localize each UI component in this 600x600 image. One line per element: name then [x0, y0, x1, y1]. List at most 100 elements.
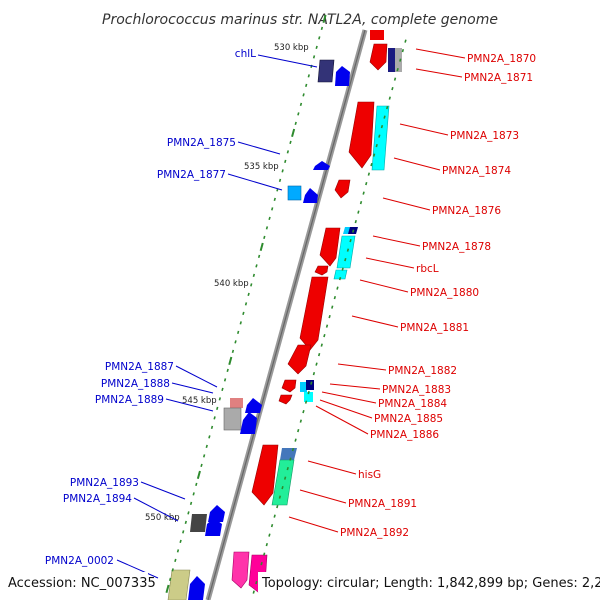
scale-tick [281, 485, 284, 490]
scale-tick [302, 409, 305, 414]
scale-tick [351, 229, 355, 233]
gene-label-pmn2a-1893: PMN2A_1893 [70, 477, 139, 489]
scale-tick [322, 14, 327, 23]
scale-tick [310, 381, 313, 385]
scale-tick [380, 124, 384, 129]
gene-label-pmn2a-1892: PMN2A_1892 [340, 527, 409, 539]
scale-tick [228, 356, 233, 365]
scale-tick [289, 140, 292, 145]
scale-tick [307, 390, 310, 395]
scale-tick [192, 492, 195, 496]
scale-tick [265, 542, 268, 547]
scale-tick [323, 333, 326, 338]
scale-tick [354, 219, 357, 224]
scale-tick [236, 330, 240, 335]
scale-tick [213, 416, 216, 420]
gene-label-pmn2a-1886: PMN2A_1886 [370, 429, 439, 441]
scale-tick [257, 254, 261, 259]
scale-tick [176, 549, 180, 553]
scale-tick [263, 235, 266, 240]
gene-block [230, 398, 243, 408]
gene-block [317, 59, 335, 83]
gene-label-pmn2a-1881: PMN2A_1881 [400, 322, 469, 334]
scale-tick [278, 495, 282, 499]
gene-label-pmn2a-1884: PMN2A_1884 [378, 398, 447, 410]
scale-tick [263, 552, 266, 556]
scale-tick [391, 86, 394, 91]
scale-tick [289, 457, 292, 461]
scale-tick [367, 172, 371, 176]
scale-tick [294, 438, 297, 442]
scale-tick [268, 533, 271, 537]
gene-label-pmn2a-1874: PMN2A_1874 [442, 165, 511, 177]
gene-block [313, 161, 330, 170]
scale-tick [276, 504, 279, 509]
gene-label-pmn2a-1889: PMN2A_1889 [95, 394, 164, 406]
scale-tick [291, 447, 295, 452]
scale-tick [325, 324, 329, 328]
gene-block [167, 569, 191, 600]
gene-label-pmn2a-1871: PMN2A_1871 [464, 72, 533, 84]
scale-tick [399, 58, 402, 62]
scale-tick [171, 568, 174, 572]
scale-tick [182, 530, 185, 534]
scale-tick [273, 514, 276, 518]
scale-tick [320, 26, 324, 31]
scale-tick [386, 105, 389, 110]
scale-tick [404, 39, 407, 43]
scale-tick [378, 134, 381, 138]
gene-block [333, 269, 348, 280]
scale-tick [302, 93, 305, 97]
scale-tick [260, 561, 263, 566]
forward-strand-other [271, 48, 402, 506]
gene-label-pmn2a-1888: PMN2A_1888 [101, 378, 170, 390]
gene-block [231, 551, 250, 589]
scale-tick [396, 67, 399, 72]
scale-tick [174, 558, 177, 563]
gene-block [319, 227, 341, 267]
scale-tick [312, 55, 316, 59]
scale-tick [317, 352, 321, 357]
gene-label-pmn2a-1887: PMN2A_1887 [105, 361, 174, 373]
scale-tick [372, 153, 376, 157]
left-leader-lines [116, 54, 318, 579]
tick-labels: 530 kbp 535 kbp 540 kbp 545 kbp 550 kbp [145, 43, 309, 523]
reverse-strand-genes [167, 59, 350, 600]
scale-tick [328, 314, 331, 319]
scale-tick [346, 248, 350, 252]
gene-block [208, 505, 225, 522]
gene-block [348, 101, 375, 169]
footer-left-bg [0, 572, 148, 592]
scale-tick [297, 428, 300, 433]
scale-tick [242, 311, 245, 316]
gene-label-pmn2a-1882: PMN2A_1882 [388, 365, 457, 377]
scale-tick [196, 470, 201, 479]
scale-tick [307, 74, 310, 78]
scale-tick [189, 501, 193, 506]
scale-tick [388, 96, 391, 100]
gene-block [190, 514, 207, 532]
scale-tick [338, 276, 342, 281]
genome-backbone [205, 29, 368, 600]
gene-label-pmn2a-1873: PMN2A_1873 [450, 130, 519, 142]
footer-right-bg [258, 572, 600, 592]
scale-tick [331, 305, 334, 309]
right-gene-labels: PMN2A_1870 PMN2A_1871 PMN2A_1873 PMN2A_1… [340, 53, 536, 539]
gene-block [223, 407, 242, 431]
scale-tick [234, 340, 237, 344]
scale-tick [184, 520, 187, 525]
scale-tick [291, 128, 296, 137]
gene-block [278, 394, 293, 405]
scale-tick [315, 45, 318, 50]
scale-tick [268, 216, 271, 221]
gene-block [395, 48, 402, 72]
gene-label-pmn2a-0002: PMN2A_0002 [45, 555, 114, 567]
scale-tick [255, 264, 258, 268]
tick-label: 530 kbp [274, 43, 309, 53]
scale-tick [226, 368, 229, 373]
gene-block [287, 344, 312, 375]
scale-tick [208, 435, 211, 439]
gene-label-hisg: hisG [358, 469, 381, 481]
scale-tick [187, 511, 190, 515]
